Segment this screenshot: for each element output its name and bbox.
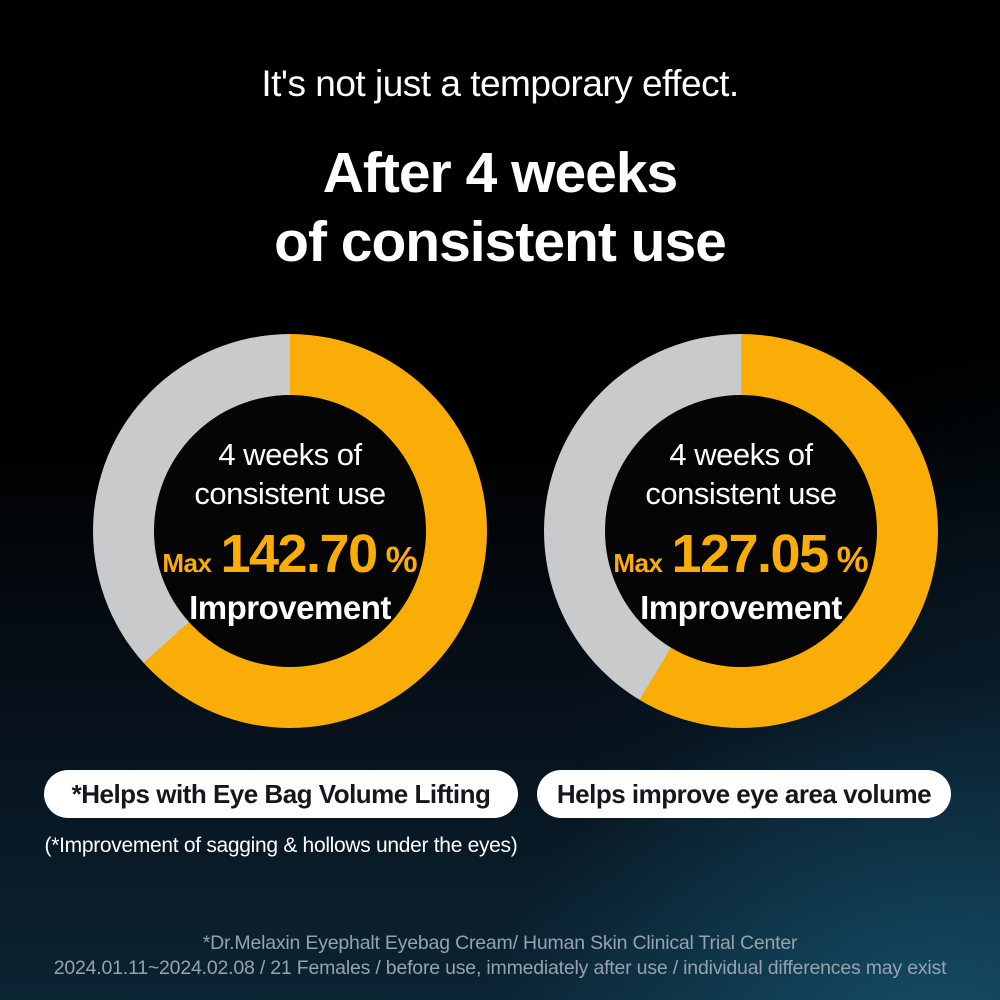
badge-eye-bag-lifting: *Helps with Eye Bag Volume Lifting [44, 770, 518, 818]
header-title-line-2: of consistent use [274, 210, 727, 275]
donut-value-row: Max 127.05 % [613, 523, 868, 585]
footnote: (*Improvement of sagging & hollows under… [44, 834, 518, 857]
badge-text: *Helps with Eye Bag Volume Lifting [71, 778, 491, 809]
badge-text: Helps improve eye area volume [556, 778, 932, 809]
donut-value-number: 127.05 [671, 524, 829, 585]
donut-value-caption: Improvement [189, 589, 391, 627]
donut-value-unit: % [836, 539, 869, 581]
header-subtitle: It's not just a temporary effect. [261, 63, 739, 104]
footer-disclaimer: *Dr.Melaxin Eyephalt Eyebag Cream/ Human… [0, 931, 1000, 982]
footer-line-2: 2024.01.11~2024.02.08 / 21 Females / bef… [53, 957, 947, 980]
donut-value-prefix: Max [162, 548, 212, 579]
donut-label-line-1: 4 weeks of [669, 436, 813, 472]
donut-chart-eye-area-volume: 4 weeks of consistent use Max 127.05 % I… [544, 334, 938, 728]
donut-label-line-1: 4 weeks of [218, 436, 362, 472]
donut-label-line-2: consistent use [645, 476, 837, 511]
donut-chart-eye-bag-lifting: 4 weeks of consistent use Max 142.70 % I… [93, 334, 487, 728]
donut-value-number: 142.70 [220, 524, 378, 585]
donut-value-caption: Improvement [640, 589, 842, 627]
donut-value-row: Max 142.70 % [162, 523, 417, 585]
donut-label-line-2: consistent use [194, 476, 386, 511]
donut-value-unit: % [385, 539, 418, 581]
header: It's not just a temporary effect. After … [0, 63, 1000, 278]
footer-line-1: *Dr.Melaxin Eyephalt Eyebag Cream/ Human… [202, 932, 798, 954]
donut-center-left: 4 weeks of consistent use Max 142.70 % I… [154, 395, 426, 667]
header-title-line-1: After 4 weeks [322, 140, 679, 205]
donut-center-right: 4 weeks of consistent use Max 127.05 % I… [605, 395, 877, 667]
donut-value-prefix: Max [613, 548, 663, 579]
badge-eye-area-volume: Helps improve eye area volume [537, 770, 951, 818]
